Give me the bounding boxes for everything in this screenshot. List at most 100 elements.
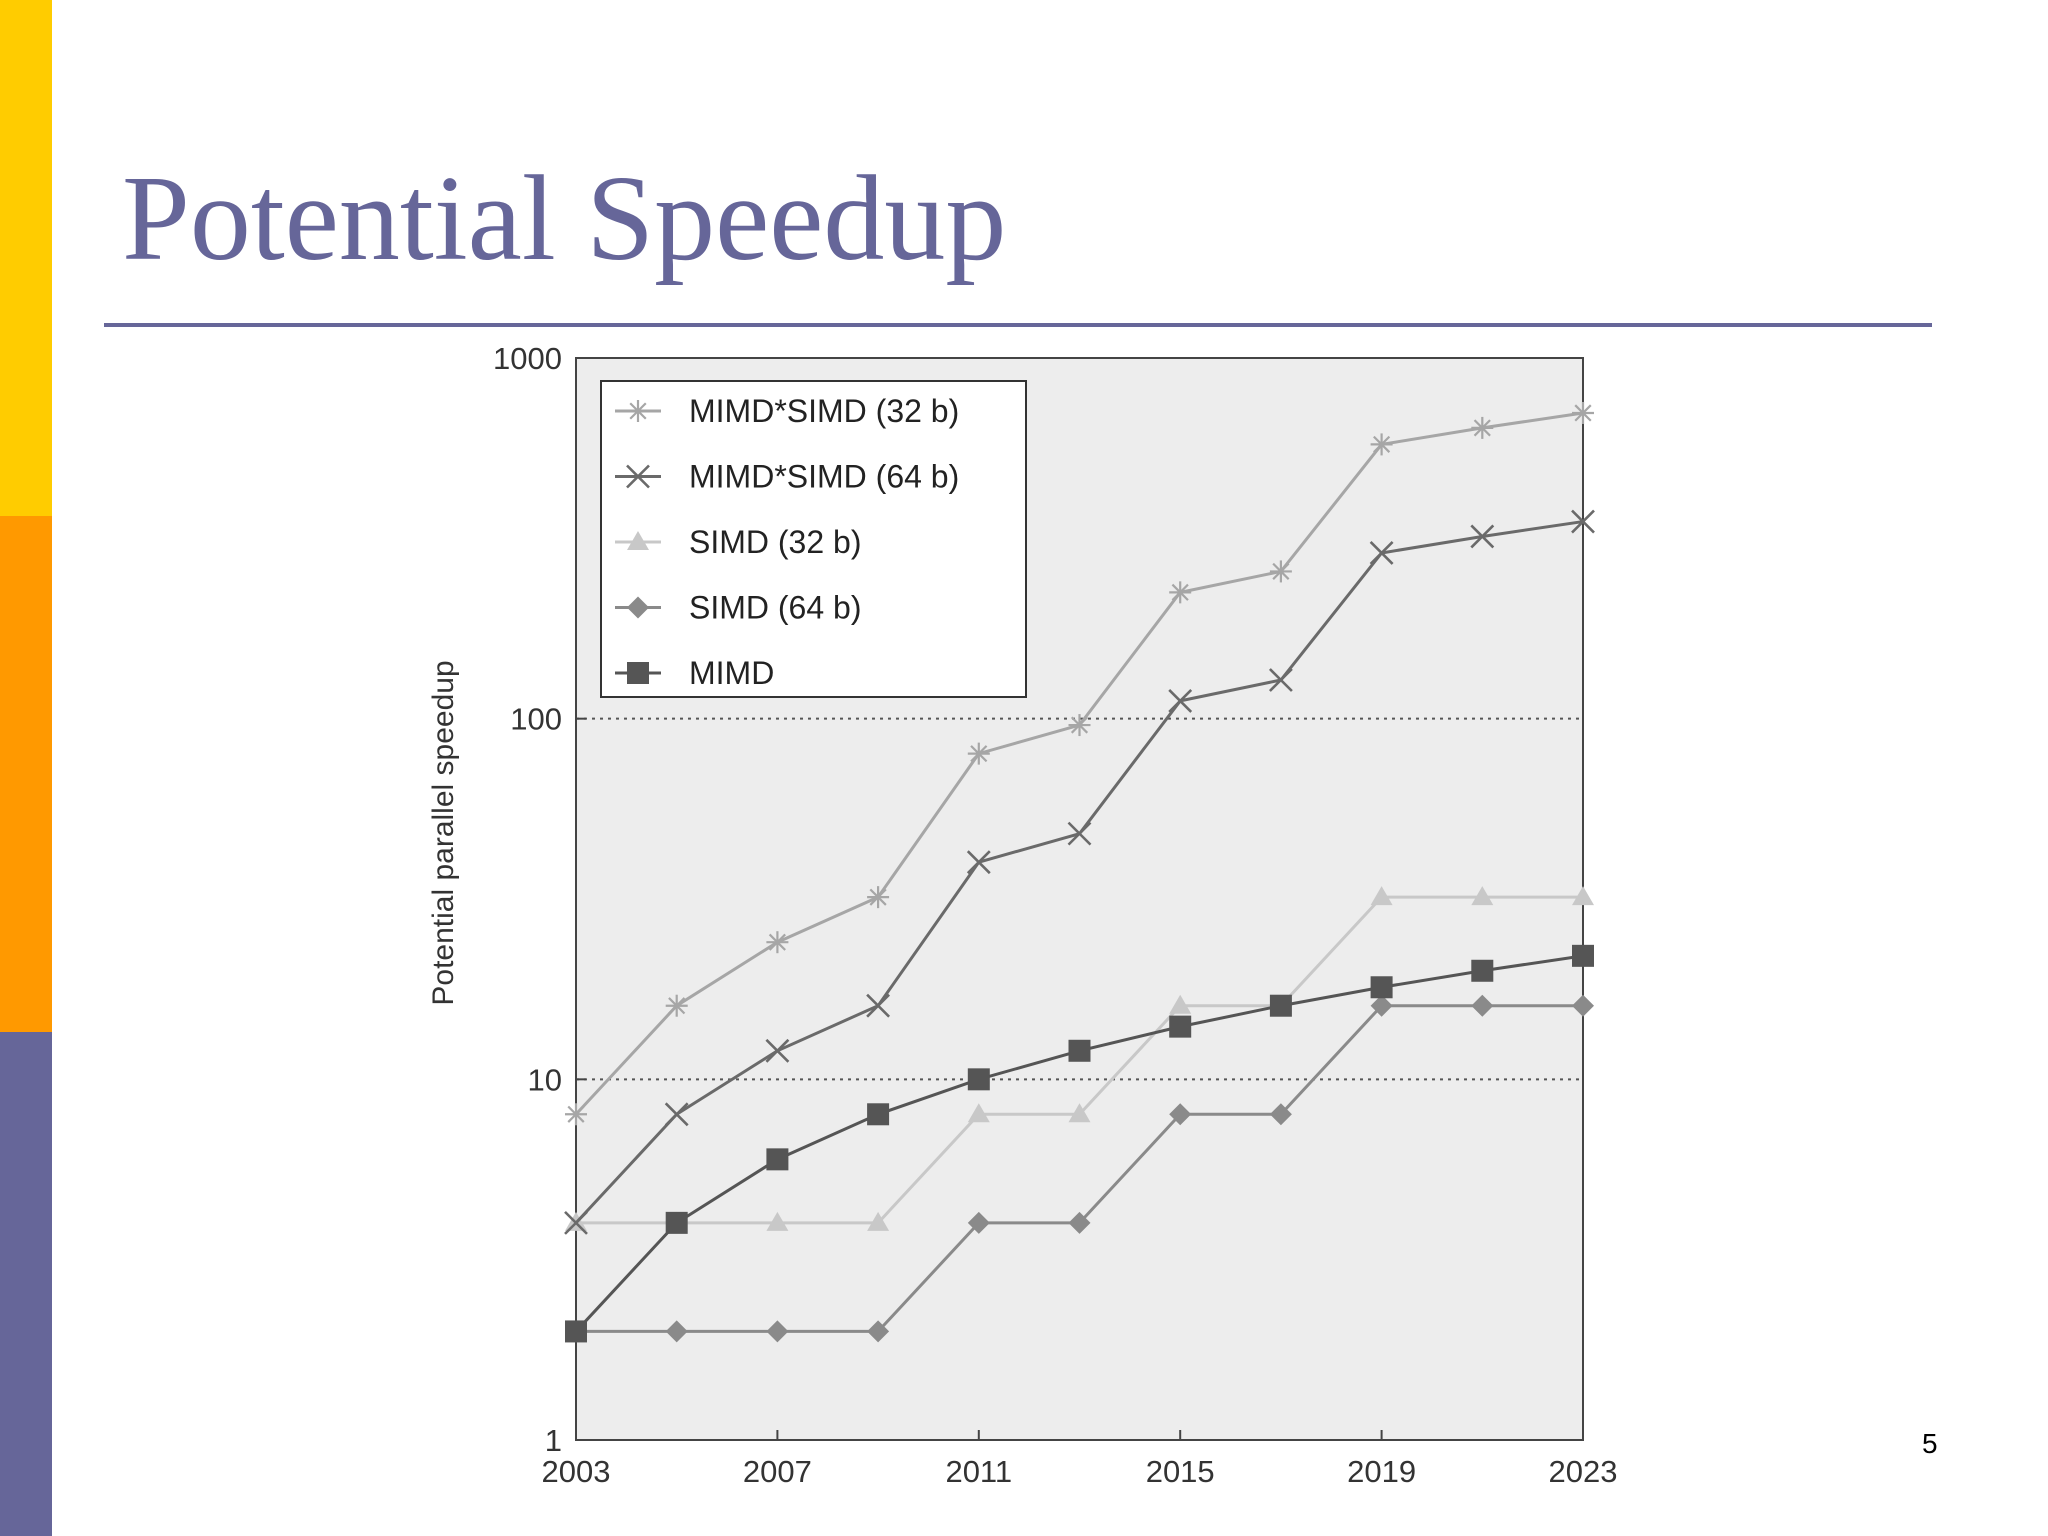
data-point-simd-32-b	[967, 1103, 990, 1123]
legend-label: SIMD (32 b)	[689, 524, 861, 560]
data-point-mimd-simd-32-b	[967, 742, 990, 765]
legend-marker	[627, 531, 649, 550]
legend-marker	[626, 464, 650, 489]
x-stroke	[765, 1038, 790, 1063]
x-stroke	[1268, 668, 1293, 692]
diamond-shape	[1169, 1103, 1192, 1126]
data-point-mimd-simd-32-b	[1370, 433, 1393, 456]
data-point-mimd	[1471, 959, 1494, 982]
data-point-simd-32-b	[1169, 994, 1192, 1014]
data-point-simd-64-b	[1572, 994, 1594, 1017]
asterisk-stroke	[1272, 562, 1290, 580]
diamond-shape	[1471, 994, 1494, 1017]
data-point-mimd	[1370, 976, 1393, 999]
diamond-shape	[1068, 1211, 1091, 1234]
x-tick-label: 2015	[1146, 1454, 1215, 1489]
data-point-simd-64-b	[967, 1211, 990, 1234]
data-point-mimd-simd-32-b	[1169, 581, 1192, 604]
data-point-mimd	[565, 1320, 587, 1343]
data-point-mimd-simd-64-b	[966, 850, 991, 875]
title-divider	[104, 323, 1932, 327]
data-point-mimd	[665, 1211, 688, 1234]
data-point-simd-64-b	[1269, 1103, 1292, 1126]
data-point-mimd-simd-64-b	[564, 1210, 588, 1235]
diamond-shape	[627, 596, 649, 619]
x-stroke	[1470, 524, 1495, 549]
diamond-shape	[967, 1211, 990, 1234]
asterisk-stroke	[1171, 583, 1189, 601]
square-shape	[1269, 994, 1292, 1017]
side-bar-orange	[0, 516, 52, 1032]
data-point-simd-64-b	[1068, 1211, 1091, 1234]
square-shape	[1169, 1015, 1192, 1038]
legend-label: MIMD*SIMD (32 b)	[689, 393, 959, 429]
x-tick-label: 2019	[1347, 1454, 1416, 1489]
diamond-shape	[766, 1320, 789, 1343]
data-point-mimd-simd-32-b	[766, 931, 789, 954]
asterisk-stroke	[1473, 419, 1491, 437]
data-point-mimd-simd-64-b	[1168, 688, 1193, 713]
slide-title: Potential Speedup	[122, 151, 1007, 286]
data-point-mimd-simd-32-b	[1572, 401, 1594, 424]
triangle-shape	[867, 1211, 890, 1231]
square-shape	[665, 1211, 688, 1234]
asterisk-stroke	[668, 997, 686, 1015]
data-point-simd-64-b	[1370, 994, 1393, 1017]
square-shape	[1370, 976, 1393, 999]
data-point-mimd	[1572, 944, 1594, 967]
data-point-simd-64-b	[1471, 994, 1494, 1017]
data-point-simd-64-b	[1169, 1103, 1192, 1126]
data-point-mimd	[1068, 1039, 1091, 1062]
legend-label: SIMD (64 b)	[689, 590, 861, 626]
x-stroke	[866, 993, 891, 1018]
square-shape	[1068, 1039, 1091, 1062]
data-point-mimd-simd-32-b	[867, 886, 890, 909]
side-bar-yellow	[0, 0, 52, 516]
data-point-mimd-simd-32-b	[565, 1103, 587, 1126]
y-axis-label: Potential parallel speedup	[427, 660, 460, 1005]
slide-number: 5	[1922, 1428, 1938, 1459]
triangle-shape	[1370, 886, 1393, 906]
data-point-simd-32-b	[1572, 886, 1594, 906]
legend-label: MIMD	[689, 655, 774, 691]
diamond-shape	[1572, 994, 1594, 1017]
data-point-simd-32-b	[1471, 886, 1494, 906]
x-tick-label: 2023	[1549, 1454, 1618, 1489]
legend-label: MIMD*SIMD (64 b)	[689, 459, 959, 495]
legend-box	[600, 380, 1027, 698]
triangle-shape	[766, 1211, 789, 1231]
data-point-simd-64-b	[665, 1320, 688, 1343]
asterisk-stroke	[567, 1105, 585, 1123]
data-point-simd-64-b	[766, 1320, 789, 1343]
data-point-simd-32-b	[867, 1211, 890, 1231]
x-stroke	[966, 850, 991, 875]
data-point-simd-32-b	[1068, 1103, 1091, 1123]
y-tick-label: 1000	[493, 341, 562, 376]
asterisk-stroke	[970, 745, 988, 763]
legend-marker	[627, 662, 649, 684]
data-point-mimd-simd-64-b	[866, 993, 891, 1018]
asterisk-stroke	[629, 402, 647, 420]
triangle-shape	[627, 531, 649, 550]
x-stroke	[626, 464, 650, 489]
data-point-mimd-simd-64-b	[664, 1102, 689, 1127]
data-point-mimd	[766, 1148, 789, 1171]
triangle-shape	[1068, 1103, 1091, 1123]
square-shape	[967, 1068, 990, 1091]
asterisk-stroke	[1373, 435, 1391, 453]
x-tick-label: 2011	[945, 1454, 1012, 1489]
data-point-mimd	[1169, 1015, 1192, 1038]
data-point-mimd-simd-32-b	[1269, 560, 1292, 583]
legend-marker	[627, 400, 649, 422]
asterisk-stroke	[1070, 716, 1089, 734]
side-bar-purple	[0, 1032, 52, 1536]
data-point-mimd-simd-64-b	[1268, 668, 1293, 692]
triangle-shape	[1471, 886, 1494, 906]
y-tick-label: 1	[545, 1423, 562, 1458]
data-point-mimd	[1269, 994, 1292, 1017]
asterisk-stroke	[869, 888, 887, 906]
square-shape	[1572, 944, 1594, 967]
square-shape	[627, 662, 649, 684]
asterisk-stroke	[1574, 404, 1592, 422]
